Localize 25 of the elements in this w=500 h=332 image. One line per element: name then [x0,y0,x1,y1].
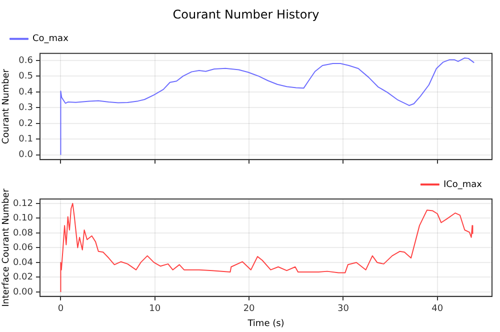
y-tick-label: 0.6 [18,56,34,66]
legend-label: Co_max [32,34,70,44]
y-tick-label: 0.12 [12,198,33,209]
y-tick-label: 0.1 [18,134,33,144]
y-axis-title: Courant Number [2,68,12,144]
chart-title: Courant Number History [172,7,320,22]
y-axis-title: Interface Courant Number [2,188,12,307]
legend-label: ICo_max [443,180,483,190]
y-tick-label: 0.00 [12,287,34,298]
y-tick-label: 0.4 [18,87,34,98]
y-tick-label: 0.5 [18,72,33,82]
x-tick-label: 40 [432,304,444,314]
x-tick-label: 20 [243,304,256,314]
x-tick-label: 30 [337,304,350,314]
y-tick-label: 0.02 [12,272,33,283]
y-tick-label: 0.2 [18,118,33,129]
y-tick-label: 0.0 [18,150,34,160]
x-axis-title: Time (s) [246,318,284,329]
y-tick-label: 0.06 [12,243,34,254]
y-tick-label: 0.10 [12,214,34,224]
y-tick-label: 0.08 [12,228,34,238]
x-tick-label: 0 [58,304,64,314]
y-tick-label: 0.04 [12,258,34,268]
x-tick-label: 10 [149,304,161,314]
y-tick-label: 0.3 [18,103,33,114]
